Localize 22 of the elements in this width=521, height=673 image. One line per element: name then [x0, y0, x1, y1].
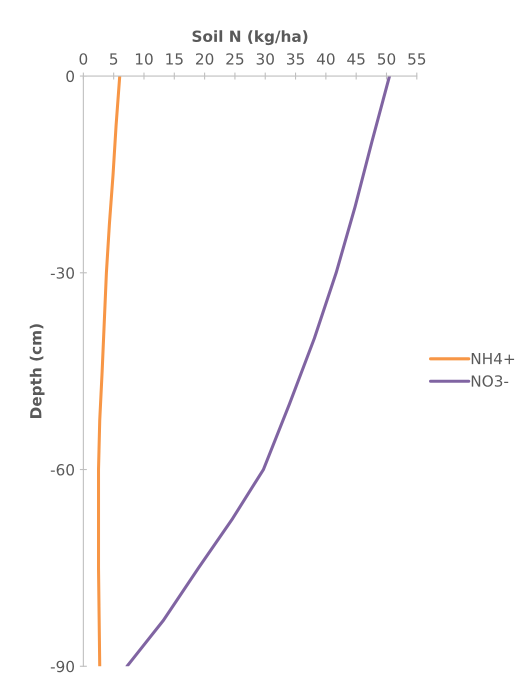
x-tick-label: 50: [378, 53, 396, 65]
line-series: [125, 76, 392, 666]
x-tick-label: 40: [316, 53, 335, 65]
y-tick-label: -60: [50, 464, 74, 476]
x-tick-label: 15: [166, 53, 183, 65]
line-series: [96, 76, 122, 666]
y-tick-label: -90: [50, 660, 74, 672]
y-axis-title: Depth (cm): [30, 324, 45, 418]
y-tick-label: 0: [66, 70, 74, 82]
y-tick-label: -30: [50, 267, 74, 279]
x-tick-label: 30: [256, 53, 274, 65]
x-tick-label: 35: [286, 53, 304, 65]
x-tick-label: 45: [347, 53, 365, 65]
x-tick-label: 0: [80, 53, 88, 65]
x-tick-label: 5: [110, 53, 118, 65]
legend-label: NH4+: [472, 353, 514, 364]
x-tick-label: 10: [136, 53, 153, 65]
x-tick-label: 20: [196, 53, 214, 65]
x-axis-title: Soil N (kg/ha): [192, 30, 308, 46]
x-tick-label: 25: [226, 53, 244, 65]
legend-label: NO3-: [472, 375, 508, 387]
x-tick-label: 55: [408, 53, 426, 65]
